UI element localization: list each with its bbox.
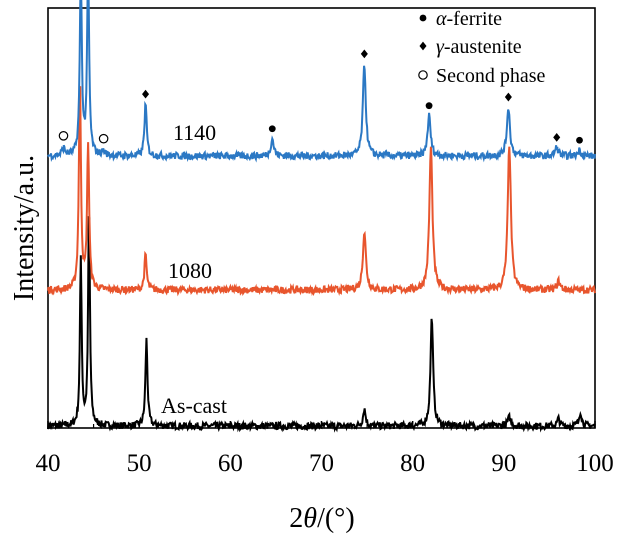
series-label-1140: 1140 (173, 120, 216, 145)
y-axis-title: Intensity/a.u. (9, 155, 40, 301)
x-tick-label: 70 (309, 450, 334, 477)
x-tick-label: 60 (218, 450, 243, 477)
peak-marker-filled-diamond (360, 49, 368, 59)
x-axis: 40 50 60 70 80 90 100 (36, 421, 614, 477)
legend-marker-filled-diamond (419, 41, 427, 51)
legend-label: Second phase (436, 65, 546, 87)
peak-marker-filled-circle (425, 102, 433, 110)
legend-label: α-ferrite (436, 8, 502, 30)
peak-marker-open-circle (58, 131, 69, 141)
series-line-1080 (47, 86, 596, 297)
x-tick-label: 50 (127, 450, 152, 477)
peak-marker-layer (58, 49, 583, 144)
peak-marker-filled-diamond (504, 92, 512, 102)
legend-marker-open-circle (418, 70, 428, 80)
x-tick-label: 90 (491, 450, 516, 477)
peak-marker-filled-diamond (553, 132, 561, 142)
legend-label: γ-austenite (436, 36, 522, 58)
series-labels: As-cast 1080 1140 (161, 120, 227, 418)
series-label-as-cast: As-cast (161, 393, 227, 418)
series-label-1080: 1080 (168, 258, 212, 283)
peak-marker-open-circle (98, 133, 109, 144)
x-tick-label: 100 (576, 450, 614, 477)
x-axis-title: 2θ/(°) (289, 503, 354, 534)
x-tick-label: 80 (400, 450, 425, 477)
legend: α-ferrite γ-austenite Second phase (418, 8, 546, 87)
peak-marker-filled-circle (576, 136, 583, 144)
peak-marker-filled-circle (268, 125, 276, 133)
peak-marker-filled-diamond (142, 89, 150, 99)
x-tick-label: 40 (36, 450, 61, 477)
legend-marker-filled-circle (419, 14, 427, 22)
series-line-1140 (47, 0, 596, 163)
